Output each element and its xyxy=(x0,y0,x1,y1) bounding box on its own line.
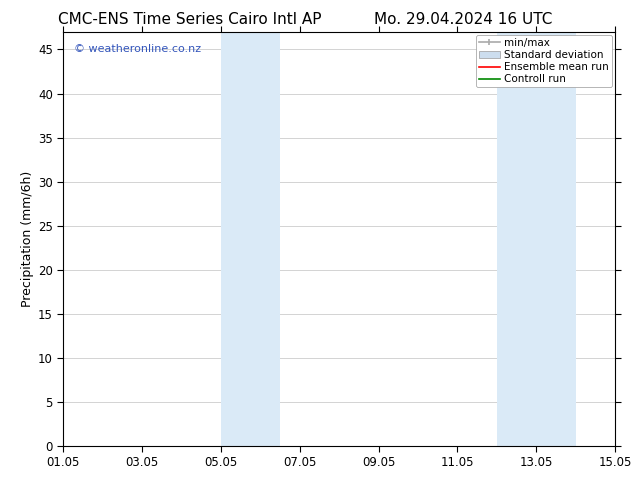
Text: Mo. 29.04.2024 16 UTC: Mo. 29.04.2024 16 UTC xyxy=(373,12,552,27)
Text: CMC-ENS Time Series Cairo Intl AP: CMC-ENS Time Series Cairo Intl AP xyxy=(58,12,322,27)
Y-axis label: Precipitation (mm/6h): Precipitation (mm/6h) xyxy=(21,171,34,307)
Legend: min/max, Standard deviation, Ensemble mean run, Controll run: min/max, Standard deviation, Ensemble me… xyxy=(476,35,612,88)
Bar xyxy=(221,32,280,446)
Text: © weatheronline.co.nz: © weatheronline.co.nz xyxy=(74,44,202,54)
Bar xyxy=(497,32,576,446)
